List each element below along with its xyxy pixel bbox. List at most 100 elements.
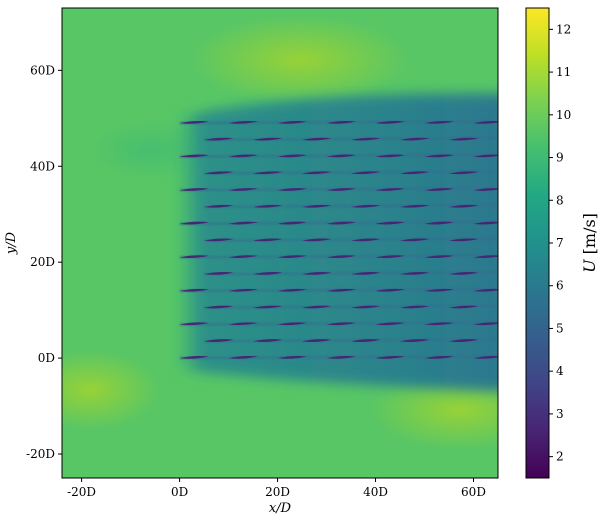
turbine-wake: [400, 238, 430, 242]
turbine-wake: [375, 322, 405, 326]
x-tick-label: 40D: [363, 485, 388, 499]
turbine-wake: [253, 204, 283, 208]
turbine-wake: [302, 137, 332, 141]
turbine-wake: [228, 255, 258, 259]
turbine-wake: [351, 238, 381, 242]
turbine-wake: [326, 120, 356, 124]
turbine-wake: [277, 221, 307, 225]
wake-region: [174, 93, 498, 391]
turbine-wake: [449, 339, 479, 342]
turbine-wake: [424, 255, 454, 259]
heatmap-plot-area: [62, 8, 498, 478]
turbine-wake: [302, 171, 332, 175]
turbine-wake: [277, 322, 307, 326]
colorbar-tick-label: 9: [556, 151, 564, 165]
turbine-wake: [424, 120, 454, 124]
y-tick-label: 0D: [38, 351, 55, 365]
turbine-wake: [449, 238, 479, 242]
turbine-wake: [449, 137, 479, 141]
colorbar-tick-label: 4: [556, 364, 564, 378]
turbine-wake: [228, 221, 258, 225]
turbine-wake: [449, 305, 479, 309]
turbine-wake: [179, 255, 209, 259]
turbine-wake: [473, 255, 498, 259]
x-axis-label: x/D: [269, 501, 292, 516]
turbine-wake: [228, 120, 258, 124]
turbine-wake: [204, 339, 234, 342]
colorbar-tick-label: 3: [556, 407, 564, 421]
turbine-wake: [277, 288, 307, 292]
x-tick-label: 20D: [265, 485, 290, 499]
turbine-wake: [204, 305, 234, 309]
turbine-wake: [204, 204, 234, 208]
turbine-wake: [375, 120, 405, 124]
turbine-wakes: [179, 119, 498, 360]
turbine-wake: [204, 171, 234, 175]
turbine-wake: [277, 120, 307, 124]
turbine-wake: [375, 221, 405, 225]
turbine-wake: [473, 188, 498, 191]
turbine-wake: [253, 272, 283, 275]
turbine-wake: [473, 355, 498, 359]
x-tick-label: 60D: [461, 485, 486, 499]
turbine-wake: [400, 204, 430, 208]
turbine-wake: [253, 137, 283, 141]
turbine-wake: [179, 288, 209, 292]
turbine-wake: [375, 288, 405, 292]
turbine-wake: [179, 120, 209, 124]
turbine-wake: [400, 339, 430, 342]
turbine-wake: [253, 305, 283, 309]
turbine-wake: [375, 154, 405, 158]
high-speed-region: [190, 15, 410, 105]
turbine-wake: [179, 355, 209, 359]
turbine-wake: [326, 188, 356, 191]
turbine-wake: [424, 355, 454, 359]
turbine-wake: [449, 204, 479, 208]
turbine-wake: [179, 154, 209, 158]
colorbar-tick-label: 7: [556, 236, 564, 250]
turbine-wake: [424, 154, 454, 158]
turbine-wake: [473, 221, 498, 225]
turbine-wake: [375, 188, 405, 191]
turbine-wake: [204, 238, 234, 242]
plot-frame: [61, 7, 499, 479]
x-tick-label: 0D: [171, 485, 188, 499]
turbine-wake: [351, 204, 381, 208]
turbine-wake: [375, 355, 405, 359]
turbine-wake: [351, 272, 381, 275]
turbine-wake: [326, 154, 356, 158]
turbine-wake: [424, 288, 454, 292]
y-tick-label: 60D: [30, 63, 55, 77]
turbine-wake: [375, 255, 405, 259]
colorbar-tick-label: 5: [556, 321, 564, 335]
turbine-wake: [179, 188, 209, 191]
x-tick-label: -20D: [67, 485, 96, 499]
high-speed-region: [370, 370, 498, 450]
colorbar-tick-label: 2: [556, 450, 564, 464]
turbine-wake: [302, 272, 332, 275]
colorbar: [525, 7, 550, 479]
turbine-wake: [326, 355, 356, 359]
high-speed-region: [62, 350, 160, 430]
colorbar-tick-label: 10: [556, 108, 571, 122]
y-tick-label: 20D: [30, 255, 55, 269]
turbine-wake: [277, 355, 307, 359]
turbine-wake: [253, 171, 283, 175]
turbine-wake: [179, 221, 209, 225]
turbine-wake: [228, 288, 258, 292]
turbine-wake: [400, 137, 430, 141]
turbine-wake: [473, 288, 498, 292]
turbine-wake: [204, 272, 234, 275]
y-axis: -20D 0D 20D 40D 60D: [26, 63, 62, 461]
turbine-wake: [277, 188, 307, 191]
turbine-wake: [228, 188, 258, 191]
y-tick-label: -20D: [26, 447, 55, 461]
turbine-wake: [277, 255, 307, 259]
turbine-wake: [228, 154, 258, 158]
turbine-wake: [277, 154, 307, 158]
turbine-wake: [326, 288, 356, 292]
turbine-wake: [351, 339, 381, 342]
colorbar-tick-label: 11: [556, 65, 571, 79]
turbine-wake: [302, 305, 332, 309]
colorbar-tick-label: 12: [556, 22, 571, 36]
